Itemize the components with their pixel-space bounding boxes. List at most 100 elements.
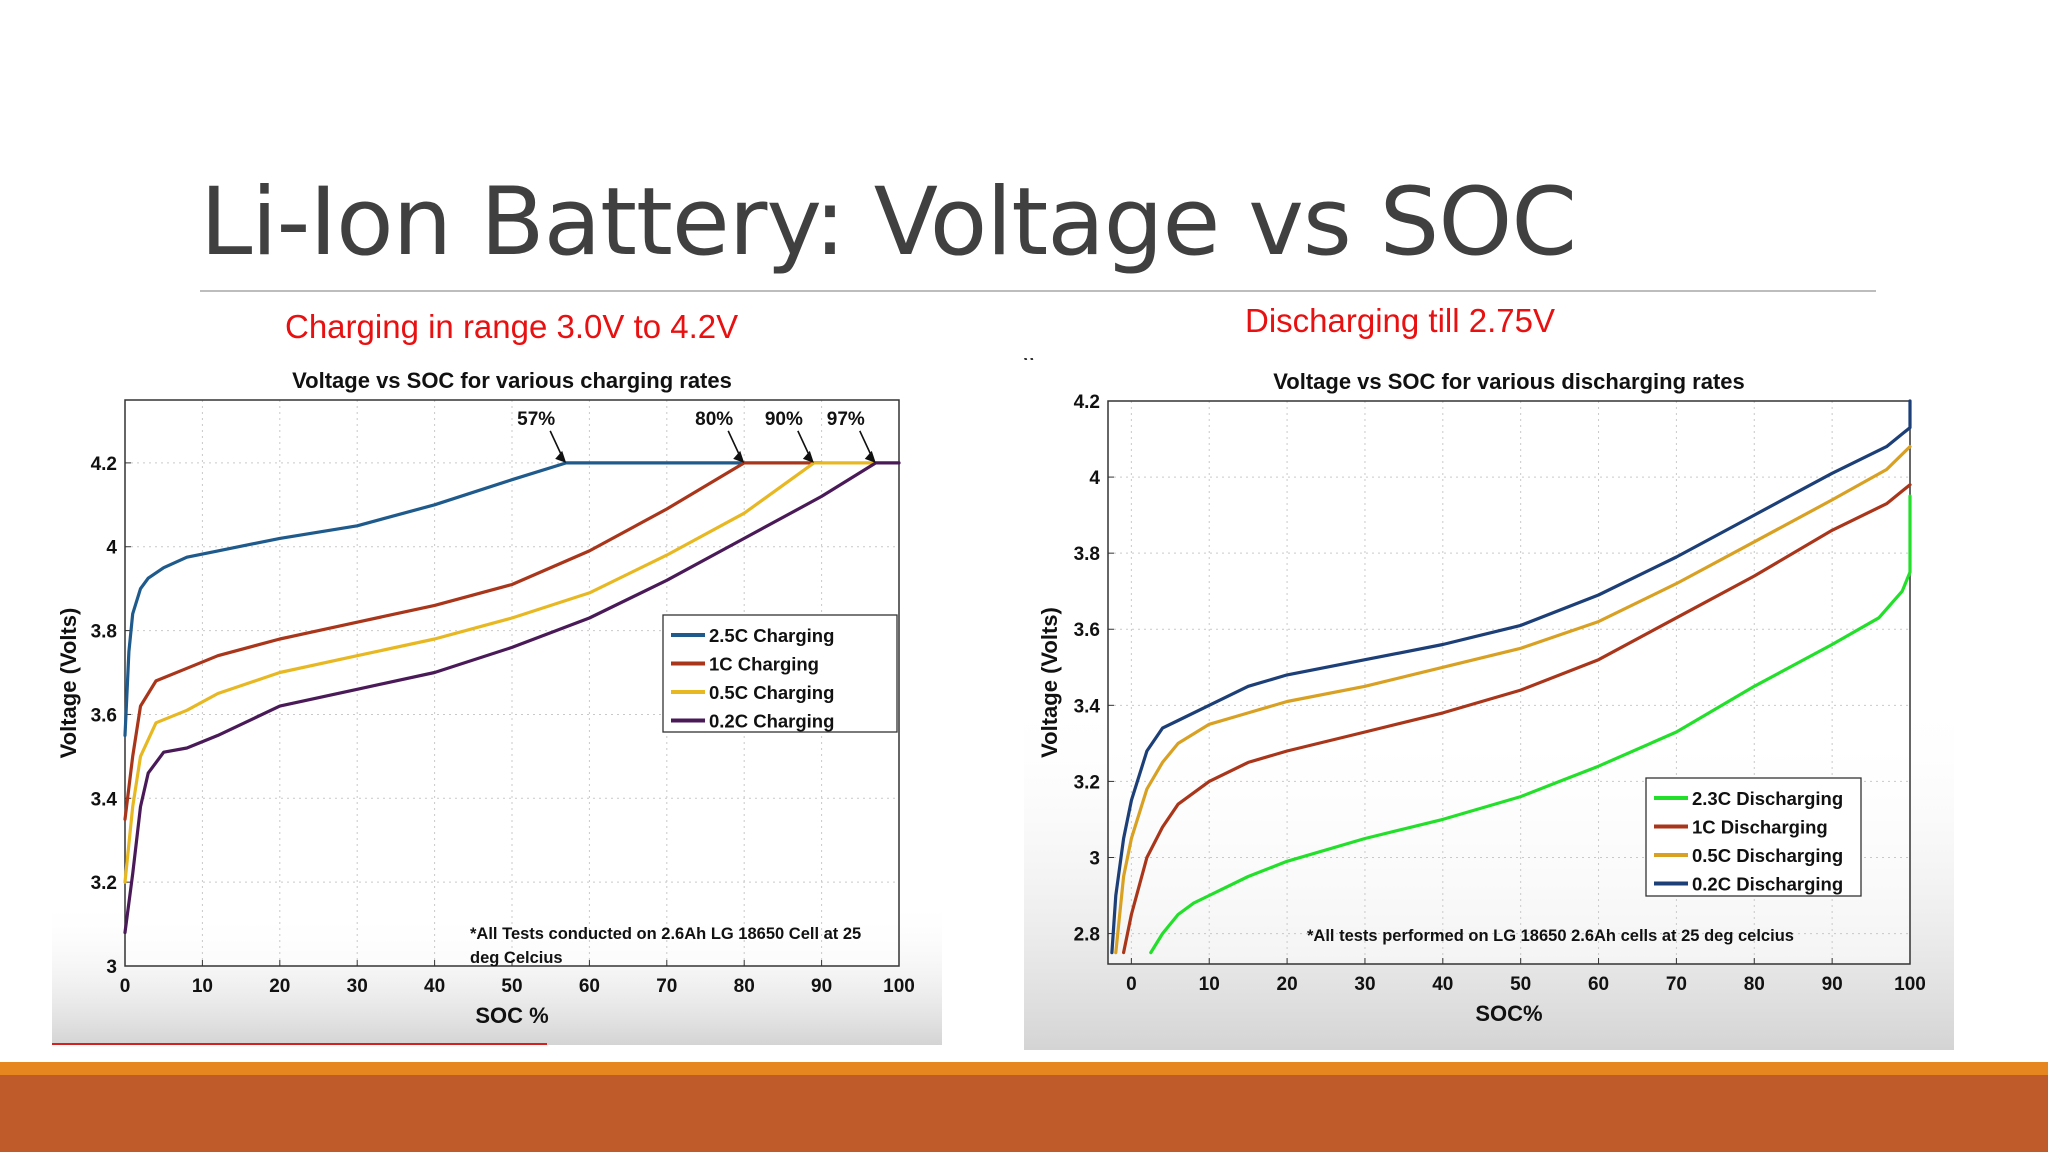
charging-series-2-point-4: [186, 709, 188, 712]
charging-xlabel: SOC %: [475, 1003, 548, 1028]
discharging-series-2-point-10: [1442, 666, 1444, 669]
discharging-footnote-1: *All tests performed on LG 18650 2.6Ah c…: [1307, 927, 1794, 945]
charging-series-2-point-7: [356, 654, 359, 657]
discharging-ytick-label-6: 4: [1089, 468, 1100, 489]
charging-series-3-point-8: [356, 688, 359, 691]
charging-series-1-point-7: [356, 621, 359, 624]
discharging-series-1-point-8: [1364, 731, 1366, 733]
charging-annotation-arrowhead-0: [555, 450, 567, 463]
discharging-legend-label-0: 2.3C Discharging: [1692, 788, 1843, 809]
discharging-series-0-point-10: [1558, 780, 1561, 783]
discharging-series-1-point-13: [1753, 575, 1756, 577]
charging-footnote-2: deg Celcius: [470, 949, 563, 967]
charging-series-3-point-14: [820, 495, 823, 498]
discharging-series-2-point-15: [1831, 499, 1833, 501]
discharging-series-1-point-2: [1146, 856, 1148, 859]
charging-series-0-point-10: [433, 504, 436, 506]
charging-series-2-point-10: [588, 592, 591, 594]
charging-series-0-point-0: [124, 734, 126, 737]
discharging-series-2-point-5: [1177, 742, 1179, 745]
charging-annotation-label-2: 90%: [765, 409, 803, 430]
charging-annotation-arrowhead-1: [733, 450, 745, 463]
charging-series-3-point-2: [139, 805, 142, 808]
charging-series-0-point-6: [186, 556, 188, 559]
discharging-ytick-label-3: 3.4: [1074, 696, 1101, 717]
discharging-series-2-point-13: [1675, 582, 1678, 585]
discharging-series-2-point-17: [1909, 445, 1911, 448]
discharging-series-1-point-14: [1831, 529, 1833, 532]
discharging-series-0-point-8: [1442, 818, 1444, 821]
discharging-ytick-label-2: 3.2: [1074, 772, 1100, 793]
charging-series-3-point-4: [162, 751, 165, 753]
discharging-series-1-point-12: [1675, 617, 1678, 619]
discharging-series-2-point-1: [1122, 875, 1125, 878]
charging-chart-svg: 0 10 20 30 40 50 60 70 80 90 100 3 3.2 3.4 3.6 3.8 4 4.2 V…: [52, 360, 942, 1045]
charging-series-0-point-11: [511, 478, 513, 481]
charging-annotation-arrowhead-2: [802, 450, 814, 463]
discharging-series-3-point-8: [1247, 685, 1249, 688]
discharging-xtick-label-1: 10: [1199, 974, 1220, 995]
discharging-series-0-point-17: [1909, 571, 1911, 573]
charging-series-1-point-5: [217, 654, 219, 657]
charging-ytick-label-4: 3.8: [91, 622, 117, 643]
charging-series-1-point-8: [433, 604, 436, 607]
discharging-series-3-point-6: [1177, 719, 1179, 722]
charging-title: Voltage vs SOC for various charging rate…: [292, 368, 732, 393]
discharging-series-3-point-5: [1161, 727, 1164, 729]
charging-series-1-point-1: [131, 755, 134, 758]
discharging-series-2-point-0: [1114, 951, 1117, 954]
discharging-series-0-point-2: [1177, 913, 1179, 916]
charging-series-0-point-2: [131, 613, 134, 615]
discharging-series-2-point-11: [1519, 647, 1522, 650]
discharging-xtick-label-7: 70: [1666, 974, 1687, 995]
charging-series-2-point-8: [433, 638, 436, 640]
charging-series-3-point-9: [433, 671, 436, 674]
discharging-series-3-point-19: [1909, 400, 1911, 402]
discharging-series-3-point-17: [1885, 445, 1888, 448]
charging-xtick-label-8: 80: [734, 976, 755, 997]
discharging-series-line-2: [1114, 444, 1912, 955]
discharging-series-3-point-2: [1122, 837, 1125, 840]
charging-xtick-label-7: 70: [656, 976, 677, 997]
charging-series-1-point-0: [124, 818, 126, 821]
charging-series-0-point-4: [147, 577, 150, 579]
discharging-series-2-point-9: [1364, 685, 1366, 688]
discharging-series-1-point-11: [1597, 658, 1600, 661]
red-underline: [52, 1043, 547, 1045]
discharging-series-3-point-11: [1442, 643, 1444, 646]
discharging-xtick-label-0: 0: [1126, 974, 1137, 995]
charging-ytick-label-6: 4.2: [91, 454, 117, 475]
charging-legend-label-3: 0.2C Charging: [709, 711, 834, 732]
discharging-series-2-point-2: [1130, 837, 1133, 840]
charging-series-2-point-6: [279, 671, 281, 674]
discharging-ylabel: Voltage (Volts): [1037, 607, 1062, 758]
discharging-series-3-point-14: [1675, 556, 1678, 558]
discharging-series-1-point-5: [1208, 780, 1211, 783]
discharging-series-2-point-14: [1753, 540, 1756, 543]
charging-ytick-label-0: 3: [106, 957, 117, 978]
discharging-series-3-point-13: [1597, 594, 1600, 596]
discharging-xtick-label-6: 60: [1588, 974, 1609, 995]
discharging-series-2-point-6: [1208, 723, 1211, 726]
charging-legend-label-0: 2.5C Charging: [709, 625, 834, 646]
charging-xtick-label-0: 0: [120, 976, 131, 997]
charging-series-line-0: [123, 461, 746, 737]
discharging-series-2-point-16: [1885, 468, 1888, 471]
discharging-series-1-point-7: [1286, 750, 1288, 752]
discharging-series-3-point-16: [1831, 472, 1833, 475]
charging-xtick-label-4: 40: [424, 976, 445, 997]
charging-series-0-point-5: [162, 566, 165, 569]
charging-series-3-point-11: [588, 617, 591, 619]
charging-series-0-point-8: [279, 537, 281, 540]
discharging-chart-svg: 0 10 20 30 40 50 60 70 80 90 100 2.8 3 3.2 3.4 3.6 3.8 4 4…: [1024, 360, 1954, 1050]
charging-series-2-point-0: [124, 881, 126, 883]
discharging-ytick-label-1: 3: [1089, 848, 1100, 869]
discharging-series-0-point-1: [1161, 932, 1164, 935]
charging-annotation-arrowhead-3: [864, 450, 876, 463]
charging-xtick-label-3: 30: [347, 976, 368, 997]
discharging-xtick-label-9: 90: [1822, 974, 1843, 995]
discharging-chart: 0 10 20 30 40 50 60 70 80 90 100 2.8 3 3.2 3.4 3.6 3.8 4 4…: [1024, 360, 1954, 1050]
discharging-series-3-point-7: [1208, 704, 1211, 707]
discharging-series-1-point-15: [1885, 502, 1888, 505]
discharging-series-0-point-5: [1247, 875, 1249, 878]
